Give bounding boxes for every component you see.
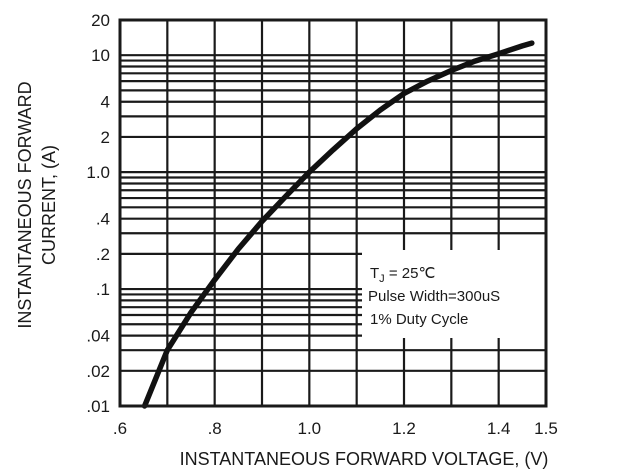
x-tick-label: 1.5: [534, 419, 558, 438]
y-tick-label: 4: [101, 93, 110, 112]
y-axis-label-line-2: CURRENT, (A): [39, 145, 59, 265]
annotation-box: TJ = 25℃ Pulse Width=300uS 1% Duty Cycle: [362, 250, 546, 338]
x-tick-label: .8: [208, 419, 222, 438]
annotation-tj-subscript: J: [379, 273, 385, 285]
x-tick-label: 1.2: [392, 419, 416, 438]
x-axis-label: INSTANTANEOUS FORWARD VOLTAGE, (V): [180, 449, 549, 469]
curve-layer: [141, 40, 535, 409]
x-tick-label: 1.0: [298, 419, 322, 438]
annotation-celsius-symbol: ℃: [418, 265, 435, 282]
y-tick-label: 1.0: [86, 163, 110, 182]
annotation-line-duty-cycle: 1% Duty Cycle: [370, 311, 468, 328]
y-tick-label: 10: [91, 46, 110, 65]
grid-lines: [120, 20, 546, 406]
forward-current-curve: [141, 40, 535, 409]
plot-frame: [118, 18, 548, 408]
y-tick-label: 2: [101, 128, 110, 147]
x-tick-label: .6: [113, 419, 127, 438]
tick-labels: .6 .8 1.0 1.2 1.4 1.5 .01 .02 .04 .1 .2 .4 1.0 2 4 10 20: [86, 11, 557, 438]
annotation-tj-value: = 25: [385, 265, 419, 282]
annotation-line-pulse-width: Pulse Width=300uS: [368, 288, 500, 305]
y-tick-label: .4: [96, 210, 110, 229]
annotation-line-temperature: TJ = 25℃: [370, 265, 435, 285]
annotation-background: [362, 250, 546, 338]
x-tick-label: 1.4: [487, 419, 511, 438]
y-tick-label: .04: [86, 327, 110, 346]
y-tick-label: 20: [91, 11, 110, 30]
y-tick-label: .02: [86, 362, 110, 381]
y-tick-label: .2: [96, 245, 110, 264]
y-tick-label: .01: [86, 397, 110, 416]
y-tick-label: .1: [96, 280, 110, 299]
annotation-tj-t: T: [370, 265, 379, 282]
plot-border: [118, 18, 548, 408]
y-axis-label-line-1: INSTANTANEOUS FORWARD: [15, 81, 35, 328]
